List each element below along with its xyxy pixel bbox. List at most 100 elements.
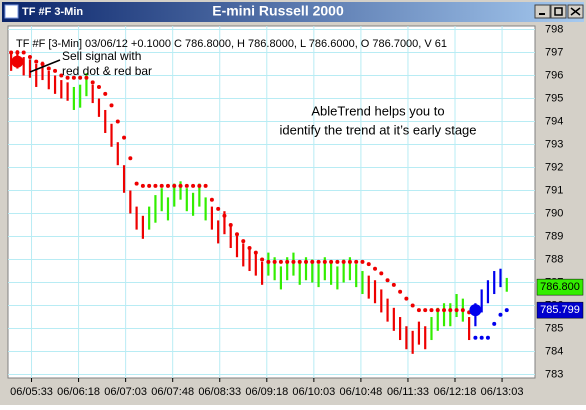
- x-tick-label: 06/08:33: [198, 386, 241, 398]
- stop-dot: [498, 312, 503, 317]
- stop-dot: [272, 259, 277, 264]
- stop-dot: [153, 183, 158, 188]
- stop-dot: [78, 75, 83, 80]
- stop-dot: [197, 183, 202, 188]
- stop-dot: [398, 289, 403, 294]
- x-tick-label: 06/09:18: [245, 386, 288, 398]
- y-tick-label: 785: [545, 322, 563, 334]
- y-tick-label: 791: [545, 184, 563, 196]
- stop-dot: [442, 308, 447, 313]
- stop-dot: [191, 183, 196, 188]
- window-icon: [4, 4, 19, 19]
- stop-dot: [492, 321, 497, 326]
- stop-dot: [9, 50, 14, 55]
- stop-dot: [90, 80, 95, 85]
- stop-dot: [316, 259, 321, 264]
- stop-dot: [385, 278, 390, 283]
- stop-dot: [96, 84, 101, 89]
- stop-dot: [234, 232, 239, 237]
- stop-dot: [247, 246, 252, 251]
- price-box-label: 786.800: [540, 281, 580, 293]
- stop-dot: [178, 183, 183, 188]
- stop-dot: [266, 259, 271, 264]
- stop-dot: [285, 259, 290, 264]
- stop-dot: [347, 259, 352, 264]
- stop-dot: [147, 183, 152, 188]
- title-bar: [2, 2, 584, 22]
- x-tick-label: 06/10:03: [292, 386, 335, 398]
- stop-dot: [354, 259, 359, 264]
- annotation: AbleTrend helps you to: [311, 103, 444, 118]
- maximize-button[interactable]: [550, 4, 567, 19]
- price-box: [536, 301, 584, 319]
- stop-dot: [209, 197, 214, 202]
- stop-dot: [322, 259, 327, 264]
- y-tick-label: 784: [545, 345, 563, 357]
- window-caption: TF #F 3-Min: [22, 6, 83, 18]
- stop-dot: [448, 308, 453, 313]
- stop-dot: [15, 50, 20, 55]
- stop-dot: [391, 282, 396, 287]
- stop-dot: [165, 183, 170, 188]
- stop-dot: [297, 259, 302, 264]
- stop-dot: [410, 303, 415, 308]
- y-tick-label: 788: [545, 253, 563, 265]
- annotation: red dot & red bar: [62, 64, 152, 78]
- stop-dot: [84, 75, 89, 80]
- stop-dot: [329, 259, 334, 264]
- stop-dot: [379, 271, 384, 276]
- close-glyph: [570, 7, 581, 16]
- y-tick-label: 783: [545, 368, 563, 380]
- stop-dot: [65, 75, 70, 80]
- minimize-button[interactable]: [534, 4, 551, 19]
- stop-dot: [128, 156, 133, 161]
- annotation: Sell signal with: [62, 49, 141, 63]
- stop-dot: [134, 181, 139, 186]
- x-tick-label: 06/12:18: [434, 386, 477, 398]
- y-tick-label: 792: [545, 161, 563, 173]
- stop-dot: [291, 259, 296, 264]
- stop-dot: [40, 61, 45, 66]
- stop-dot: [203, 183, 208, 188]
- stop-dot: [53, 68, 58, 73]
- chart-title: E-mini Russell 2000: [212, 3, 344, 19]
- chart-header: TF #F [3-Min] 03/06/12 +0.1000 C 786.800…: [16, 38, 447, 50]
- grid: [8, 26, 535, 378]
- stop-dot: [423, 308, 428, 313]
- stop-dot: [404, 296, 409, 301]
- signal-dot: [11, 55, 24, 68]
- stop-dot: [366, 262, 371, 267]
- y-tick-label: 790: [545, 207, 563, 219]
- stop-dot: [504, 308, 509, 313]
- y-tick-label: 793: [545, 138, 563, 150]
- annotation-arrow: [29, 59, 61, 73]
- x-tick-label: 06/13:03: [481, 386, 524, 398]
- stop-dot: [21, 50, 26, 55]
- stop-dot: [46, 66, 51, 71]
- x-tick-label: 06/10:48: [339, 386, 382, 398]
- y-tick-label: 789: [545, 230, 563, 242]
- x-tick-label: 06/07:48: [151, 386, 194, 398]
- stop-dot: [278, 259, 283, 264]
- x-tick-label: 06/05:33: [10, 386, 53, 398]
- stop-dot: [71, 75, 76, 80]
- stop-dot: [172, 183, 177, 188]
- stop-dot: [479, 335, 484, 340]
- stop-dot: [416, 308, 421, 313]
- plot-area: [7, 25, 536, 379]
- stop-dot: [454, 308, 459, 313]
- stop-dot: [310, 259, 315, 264]
- stop-dot: [159, 183, 164, 188]
- stop-dot: [59, 73, 64, 78]
- stop-dot: [103, 91, 108, 96]
- y-tick-label: 798: [545, 23, 563, 35]
- stop-dot: [241, 239, 246, 244]
- x-tick-label: 06/06:18: [57, 386, 100, 398]
- stop-dot: [335, 259, 340, 264]
- stop-dot: [184, 183, 189, 188]
- annotation: identify the trend at it’s early stage: [279, 122, 476, 137]
- stop-dot: [34, 59, 39, 64]
- stop-dot: [429, 308, 434, 313]
- stop-dot: [228, 223, 233, 228]
